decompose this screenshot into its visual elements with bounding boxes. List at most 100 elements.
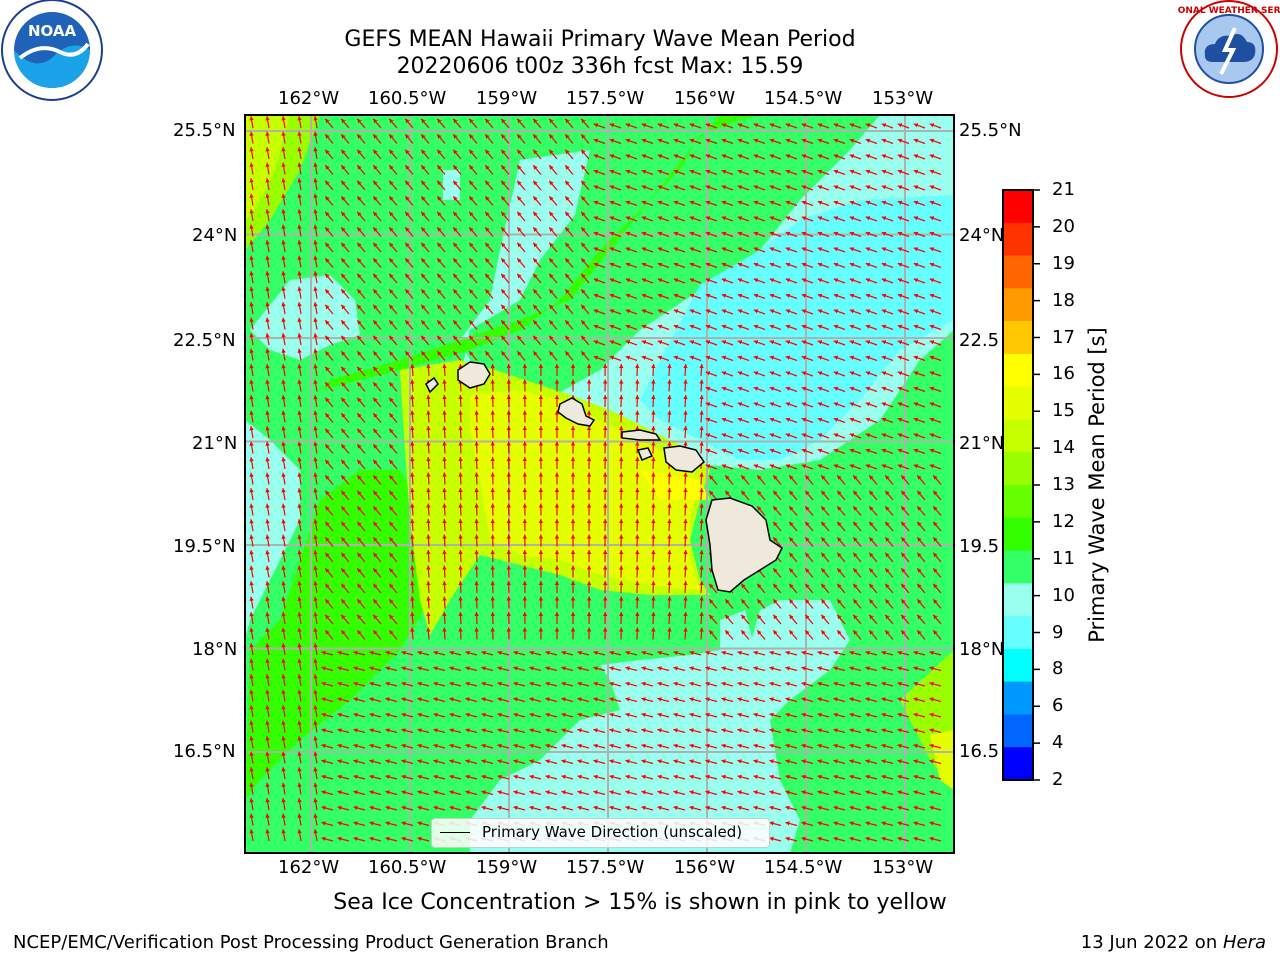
direction-arrow-head	[705, 728, 710, 733]
direction-arrow-head	[265, 565, 270, 571]
direction-arrow-head	[721, 169, 727, 174]
direction-arrow-head	[421, 335, 426, 341]
direction-arrow-head	[865, 448, 871, 453]
direction-arrow-head	[699, 395, 704, 400]
direction-arrow-head	[602, 395, 608, 400]
direction-arrow-head	[657, 231, 663, 236]
direction-arrow-head	[593, 666, 598, 671]
direction-arrow-head	[849, 185, 855, 190]
direction-arrow-head	[321, 821, 326, 826]
direction-arrow-head	[517, 304, 522, 310]
direction-arrow-head	[321, 666, 326, 671]
direction-arrow-head	[497, 790, 502, 795]
direction-arrow-head	[609, 216, 615, 221]
direction-arrow-head	[853, 614, 858, 620]
direction-arrow-head	[805, 568, 810, 573]
direction-arrow-head	[593, 247, 599, 252]
direction-arrow-head	[341, 614, 346, 620]
direction-arrow-head	[389, 335, 394, 341]
direction-arrow-head	[341, 366, 346, 372]
direction-arrow-head	[933, 599, 938, 604]
direction-arrow-head	[297, 674, 302, 679]
direction-arrow-head	[389, 630, 394, 635]
direction-arrow-head	[721, 200, 727, 205]
direction-arrow-head	[641, 712, 646, 718]
direction-arrow-head	[297, 767, 302, 772]
direction-arrow-head	[554, 503, 560, 508]
direction-arrow-head	[785, 216, 791, 221]
direction-arrow-head	[426, 395, 431, 400]
direction-arrow-head	[281, 658, 286, 664]
direction-arrow-head	[357, 149, 362, 155]
direction-arrow-head	[773, 568, 778, 573]
direction-arrow-head	[313, 193, 318, 199]
direction-arrow-head	[369, 821, 374, 826]
direction-arrow-head	[709, 490, 714, 496]
direction-arrow-head	[341, 304, 346, 310]
colorbar-swatch	[1003, 648, 1033, 683]
direction-arrow-head	[449, 650, 454, 656]
direction-arrow-head	[389, 289, 394, 294]
direction-arrow-head	[673, 324, 679, 329]
direction-arrow-head	[570, 426, 576, 431]
direction-arrow-head	[357, 630, 362, 635]
direction-arrow-head	[373, 568, 378, 573]
direction-arrow-head	[593, 743, 598, 749]
direction-arrow-head	[785, 759, 790, 764]
direction-arrow-head	[651, 364, 656, 369]
direction-arrow-head	[297, 395, 302, 400]
direction-arrow-head	[881, 836, 886, 842]
direction-arrow-head	[481, 728, 486, 733]
direction-arrow-head	[821, 521, 826, 527]
direction-arrow-head	[458, 565, 463, 570]
direction-arrow-head	[721, 681, 726, 687]
direction-arrow-head	[929, 790, 934, 795]
direction-arrow-head	[833, 728, 838, 733]
direction-arrow-head	[265, 116, 270, 121]
direction-arrow-head	[699, 550, 704, 555]
direction-arrow-head	[281, 426, 286, 431]
direction-arrow-head	[453, 242, 458, 248]
direction-arrow-head	[469, 320, 474, 325]
direction-arrow-head	[281, 240, 286, 245]
direction-arrow-head	[265, 271, 270, 276]
direction-arrow-head	[357, 351, 362, 356]
direction-arrow-head	[865, 666, 870, 671]
direction-arrow-head	[485, 273, 490, 279]
direction-arrow-head	[897, 697, 902, 702]
direction-arrow-head	[657, 666, 662, 671]
direction-arrow-head	[341, 397, 346, 403]
direction-arrow-head	[297, 503, 302, 509]
direction-arrow-head	[453, 211, 458, 217]
direction-arrow-head	[657, 774, 662, 780]
direction-arrow-head	[897, 759, 902, 764]
direction-arrow-head	[506, 612, 511, 617]
direction-arrow-head	[673, 743, 678, 749]
direction-arrow-head	[881, 743, 886, 749]
direction-arrow-head	[821, 599, 826, 604]
direction-arrow-head	[437, 258, 442, 263]
direction-arrow-head	[389, 165, 394, 170]
direction-arrow-head	[929, 293, 935, 298]
direction-arrow-head	[689, 728, 694, 733]
direction-arrow-head	[501, 134, 506, 139]
direction-arrow-head	[513, 790, 518, 795]
direction-arrow-head	[753, 448, 759, 453]
colorbar-swatch	[1003, 616, 1033, 650]
direction-arrow-head	[249, 255, 254, 261]
direction-arrow-head	[341, 196, 346, 201]
direction-arrow-head	[421, 227, 426, 232]
direction-arrow-head	[609, 154, 615, 159]
lon-tick-bottom: 154.5°W	[764, 857, 843, 878]
direction-arrow-head	[673, 262, 679, 267]
direction-arrow-head	[321, 728, 326, 733]
direction-arrow-head	[321, 697, 326, 702]
direction-arrow-head	[651, 395, 656, 400]
direction-arrow-head	[410, 627, 415, 632]
direction-arrow-head	[849, 433, 855, 438]
direction-arrow-head	[917, 475, 922, 480]
direction-arrow-head	[737, 123, 743, 128]
direction-arrow-head	[929, 247, 935, 252]
direction-arrow-head	[609, 262, 615, 267]
direction-arrow-head	[769, 417, 775, 422]
